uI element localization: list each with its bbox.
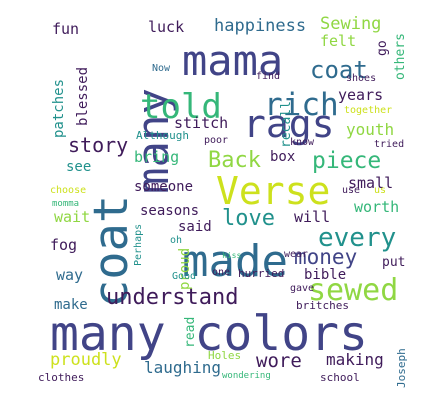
word-fog: fog — [50, 236, 78, 254]
word-go: go — [375, 40, 390, 56]
word-bible: bible — [304, 267, 347, 283]
word-shoes: shoes — [346, 73, 377, 84]
word-oh: oh — [170, 235, 183, 246]
word-wait: wait — [54, 208, 91, 226]
word-gave: gave — [290, 283, 315, 294]
word-felt: felt — [320, 32, 357, 50]
word-patches: patches — [51, 78, 67, 138]
word-way: way — [56, 266, 84, 284]
word-choose: choose — [50, 185, 87, 196]
word-love: love — [222, 206, 275, 231]
word-read: read — [183, 316, 198, 348]
word-momma: momma — [52, 199, 80, 209]
word-worth: worth — [354, 198, 400, 216]
word-many-colors: many colors — [50, 306, 368, 362]
word-seasons: seasons — [140, 203, 200, 219]
word-told: told — [140, 87, 222, 127]
word-happiness: happiness — [214, 16, 307, 36]
word-fun: fun — [52, 20, 80, 38]
word-wondering: wondering — [222, 371, 271, 381]
word-put: put — [382, 255, 406, 270]
word-wore: wore — [256, 350, 302, 372]
word-good: Good — [172, 271, 197, 282]
word-understand: understand — [106, 285, 239, 310]
word-proudly: proudly — [50, 350, 122, 370]
word-see: see — [66, 159, 92, 175]
word-someone: someone — [134, 179, 194, 195]
word-find: find — [256, 71, 281, 82]
word-rich: rich — [264, 87, 339, 123]
word-although: Although — [136, 129, 189, 142]
word-laughing: laughing — [144, 358, 222, 377]
word-luck: luck — [148, 18, 185, 36]
word-said: said — [178, 219, 212, 235]
word-piece: piece — [312, 148, 382, 174]
word-now: Now — [152, 63, 171, 74]
word-us: us — [374, 185, 387, 196]
word-stitch: stitch — [174, 114, 229, 132]
word-years: years — [338, 86, 384, 104]
word-britches: britches — [296, 299, 349, 312]
word-wear: wear — [284, 249, 309, 260]
word-box: box — [270, 149, 296, 165]
word-hurried: hurried — [238, 267, 285, 280]
word-back: Back — [208, 148, 261, 173]
word-together: together — [344, 105, 393, 116]
word-one: one — [212, 267, 231, 278]
word-blessed: blessed — [75, 66, 91, 126]
word-youth: youth — [346, 120, 395, 139]
word-sewing: Sewing — [320, 14, 382, 34]
word-clothes: clothes — [38, 371, 85, 384]
word-rags: rags — [243, 102, 335, 146]
word-proud: proud — [177, 247, 193, 290]
word-coat-small: coat — [310, 56, 368, 84]
word-will: will — [294, 208, 331, 226]
word-kiss: kiss — [222, 251, 242, 260]
word-every: every — [318, 223, 397, 253]
word-poor: poor — [204, 135, 229, 146]
word-use: use — [342, 185, 361, 196]
word-bring: bring — [134, 148, 180, 166]
word-know: know — [290, 137, 315, 148]
word-perhaps: Perhaps — [133, 223, 144, 266]
word-joseph: Joseph — [395, 348, 408, 388]
word-make: make — [54, 297, 88, 313]
word-cloud-canvas: many colors coat many mama made Verse ra… — [36, 10, 416, 388]
word-story: story — [68, 133, 129, 157]
word-small: small — [348, 174, 394, 192]
word-others: others — [393, 33, 408, 80]
word-school: school — [320, 371, 360, 384]
word-made: made — [182, 236, 288, 287]
word-mama: mama — [182, 36, 284, 85]
word-holes: Holes — [208, 349, 242, 362]
word-tried: tried — [374, 139, 405, 150]
word-verse: Verse — [216, 169, 331, 213]
word-making: making — [326, 350, 384, 369]
word-sewed: sewed — [308, 273, 399, 308]
word-money: money — [294, 245, 358, 269]
